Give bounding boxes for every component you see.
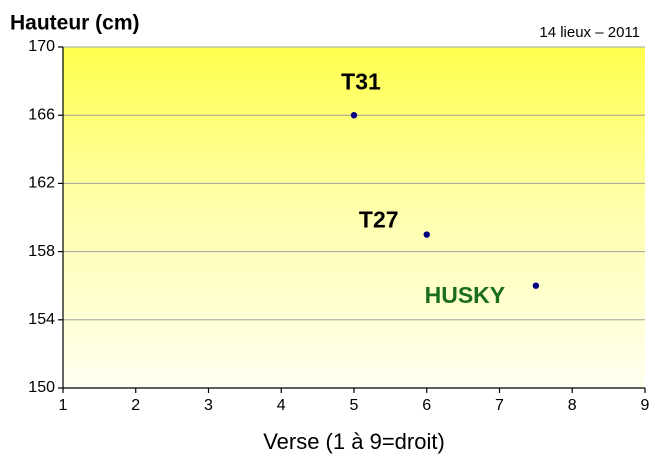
x-tick-label: 7 — [495, 397, 504, 414]
x-axis-label: Verse (1 à 9=droit) — [263, 429, 445, 454]
x-tick-label: 9 — [641, 397, 650, 414]
plot-area — [63, 47, 645, 388]
y-tick-label: 158 — [28, 243, 55, 260]
y-tick-label: 150 — [28, 379, 55, 396]
x-tick-label: 4 — [277, 397, 286, 414]
point-label: T27 — [359, 207, 399, 233]
y-tick-label: 166 — [28, 106, 55, 123]
point — [423, 231, 430, 238]
x-tick-label: 1 — [59, 397, 68, 414]
chart-title: Hauteur (cm) — [10, 12, 140, 35]
point-label: HUSKY — [425, 282, 506, 308]
point-label: T31 — [341, 68, 381, 94]
x-tick-label: 8 — [568, 397, 577, 414]
point — [350, 112, 358, 119]
chart-subtitle: 14 lieux – 2011 — [539, 24, 640, 41]
y-tick-label: 154 — [28, 311, 55, 328]
y-tick-label: 170 — [28, 38, 55, 55]
x-tick-label: 3 — [204, 397, 213, 414]
x-tick-label: 6 — [422, 397, 431, 414]
x-tick-label: 2 — [131, 397, 140, 414]
y-tick-label: 162 — [28, 175, 55, 192]
point — [532, 282, 540, 289]
x-tick-label: 5 — [350, 397, 359, 414]
